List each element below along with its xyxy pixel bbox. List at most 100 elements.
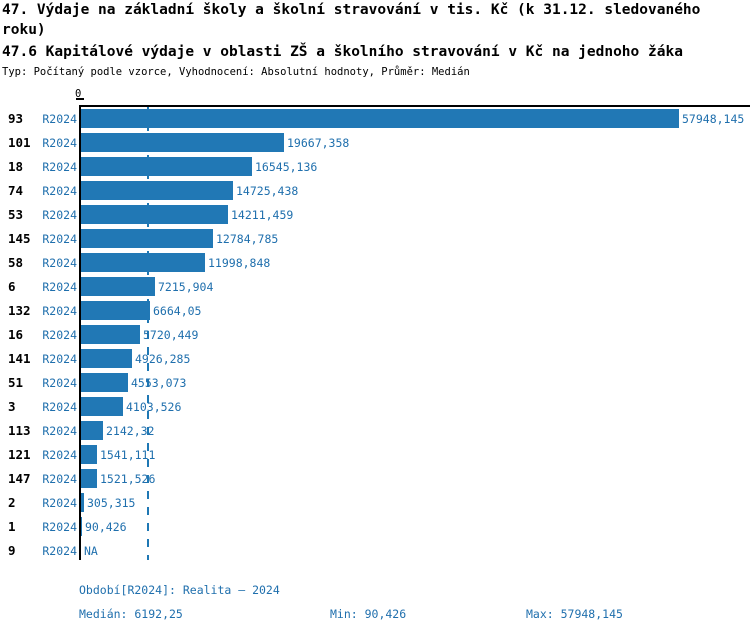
row-period-label: R2024 — [42, 112, 77, 126]
bar-value-label: 6664,05 — [153, 304, 202, 318]
table-row[interactable]: 18 R2024 16545,136 — [0, 155, 750, 179]
row-index-label: 132 — [8, 303, 31, 318]
row-index-label: 9 — [8, 543, 16, 558]
bar[interactable] — [81, 277, 155, 296]
bar-value-label: 4553,073 — [131, 376, 187, 390]
table-row[interactable]: 9 R2024 NA — [0, 539, 750, 563]
row-period-label: R2024 — [42, 256, 77, 270]
bar-value-label: 2142,32 — [106, 424, 155, 438]
row-index-label: 145 — [8, 231, 31, 246]
row-period-label: R2024 — [42, 472, 77, 486]
axis-zero-tick-mark — [76, 98, 84, 100]
stat-median-label: Medián: 6192,25 — [79, 607, 183, 621]
row-index-label: 74 — [8, 183, 24, 198]
chart-meta-info: Typ: Počítaný podle vzorce, Vyhodnocení:… — [2, 66, 470, 78]
table-row[interactable]: 145 R2024 12784,785 — [0, 227, 750, 251]
table-row[interactable]: 2 R2024 305,315 — [0, 491, 750, 515]
bar[interactable] — [81, 469, 97, 488]
row-index-label: 147 — [8, 471, 31, 486]
bar[interactable] — [81, 517, 82, 536]
table-row[interactable]: 53 R2024 14211,459 — [0, 203, 750, 227]
bar-value-label: 14211,459 — [231, 208, 294, 222]
stat-min-label: Min: 90,426 — [330, 607, 407, 621]
table-row[interactable]: 58 R2024 11998,848 — [0, 251, 750, 275]
axis-zero-tick-label: 0 — [75, 88, 82, 100]
bar[interactable] — [81, 301, 150, 320]
table-row[interactable]: 141 R2024 4926,285 — [0, 347, 750, 371]
table-row[interactable]: 74 R2024 14725,438 — [0, 179, 750, 203]
row-index-label: 51 — [8, 375, 24, 390]
bar[interactable] — [81, 445, 97, 464]
bar[interactable] — [81, 109, 679, 128]
row-period-label: R2024 — [42, 160, 77, 174]
bar-value-label: 5720,449 — [143, 328, 199, 342]
row-period-label: R2024 — [42, 136, 77, 150]
row-period-label: R2024 — [42, 184, 77, 198]
bar[interactable] — [81, 421, 103, 440]
table-row[interactable]: 132 R2024 6664,05 — [0, 299, 750, 323]
table-row[interactable]: 6 R2024 7215,904 — [0, 275, 750, 299]
page-title: 47. Výdaje na základní školy a školní st… — [2, 2, 701, 38]
legend-period-label: Období[R2024]: Realita – 2024 — [79, 583, 280, 597]
table-row[interactable]: 93 R2024 57948,145 — [0, 107, 750, 131]
row-index-label: 113 — [8, 423, 31, 438]
row-period-label: R2024 — [42, 376, 77, 390]
row-period-label: R2024 — [42, 232, 77, 246]
row-period-label: R2024 — [42, 448, 77, 462]
bar-value-label: 14725,438 — [236, 184, 299, 198]
table-row[interactable]: 147 R2024 1521,526 — [0, 467, 750, 491]
bar[interactable] — [81, 493, 84, 512]
row-period-label: R2024 — [42, 352, 77, 366]
bar[interactable] — [81, 349, 132, 368]
row-index-label: 2 — [8, 495, 16, 510]
row-index-label: 1 — [8, 519, 16, 534]
table-row[interactable]: 121 R2024 1541,111 — [0, 443, 750, 467]
row-index-label: 101 — [8, 135, 31, 150]
bar-value-label: 11998,848 — [208, 256, 271, 270]
row-period-label: R2024 — [42, 544, 77, 558]
bar-value-label: 7215,904 — [158, 280, 214, 294]
bar-value-label: 305,315 — [87, 496, 136, 510]
table-row[interactable]: 16 R2024 5720,449 — [0, 323, 750, 347]
row-period-label: R2024 — [42, 304, 77, 318]
row-index-label: 3 — [8, 399, 16, 414]
table-row[interactable]: 113 R2024 2142,32 — [0, 419, 750, 443]
bar[interactable] — [81, 229, 213, 248]
plot-top-rule — [80, 105, 750, 107]
bar-value-label: 4926,285 — [135, 352, 191, 366]
bar[interactable] — [81, 373, 128, 392]
bar-value-label: NA — [84, 544, 98, 558]
value-axis-line — [79, 105, 81, 560]
row-index-label: 16 — [8, 327, 24, 342]
bar-value-label: 19667,358 — [287, 136, 350, 150]
bar[interactable] — [81, 325, 140, 344]
table-row[interactable]: 51 R2024 4553,073 — [0, 371, 750, 395]
row-index-label: 93 — [8, 111, 24, 126]
bar[interactable] — [81, 205, 228, 224]
bar[interactable] — [81, 253, 205, 272]
row-index-label: 53 — [8, 207, 24, 222]
row-index-label: 121 — [8, 447, 31, 462]
bar-value-label: 12784,785 — [216, 232, 279, 246]
table-row[interactable]: 3 R2024 4103,526 — [0, 395, 750, 419]
chart-footer: Období[R2024]: Realita – 2024 Medián: 61… — [0, 583, 750, 631]
table-row[interactable]: 101 R2024 19667,358 — [0, 131, 750, 155]
bar[interactable] — [81, 157, 252, 176]
bar-value-label: 1521,526 — [100, 472, 156, 486]
chart-plot-area: 0 93 R2024 57948,145 101 R2024 19667,358 18 R20… — [0, 88, 750, 568]
row-period-label: R2024 — [42, 328, 77, 342]
median-reference-line — [147, 107, 149, 560]
row-period-label: R2024 — [42, 520, 77, 534]
row-index-label: 6 — [8, 279, 16, 294]
bar[interactable] — [81, 133, 284, 152]
table-row[interactable]: 1 R2024 90,426 — [0, 515, 750, 539]
stat-max-label: Max: 57948,145 — [526, 607, 623, 621]
bar-value-label: 1541,111 — [100, 448, 156, 462]
bar[interactable] — [81, 181, 233, 200]
footer-stats-line: Medián: 6192,25 Min: 90,426 Max: 57948,1… — [0, 607, 750, 631]
bar-value-label: 57948,145 — [682, 112, 745, 126]
row-period-label: R2024 — [42, 496, 77, 510]
row-index-label: 58 — [8, 255, 24, 270]
bar[interactable] — [81, 397, 123, 416]
footer-legend-line: Období[R2024]: Realita – 2024 — [0, 583, 750, 607]
